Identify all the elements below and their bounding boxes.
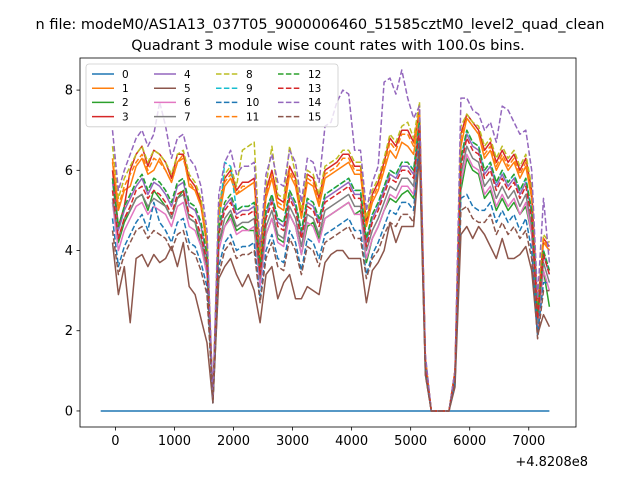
legend-box <box>85 63 339 128</box>
axes-layer: 0 1000 2000 3000 4000 5000 6000 7000 0 2 4 6 8 <box>65 57 577 449</box>
chart-suptitle: n file: modeM0/AS1A13_037T05_9000006460_… <box>36 17 605 33</box>
legend-label-6: 6 <box>184 97 191 109</box>
x-tick-label: 3000 <box>276 434 309 449</box>
series-line-4 <box>111 121 551 412</box>
legend-label-14: 14 <box>308 97 322 109</box>
plot-frame <box>79 57 577 428</box>
legend-label-10: 10 <box>246 97 259 109</box>
legend-label-13: 13 <box>308 83 321 95</box>
legend-label-5: 5 <box>184 83 191 95</box>
x-tick-label: 1000 <box>158 434 191 449</box>
legend-label-8: 8 <box>246 69 253 81</box>
series-line-8 <box>111 101 551 412</box>
legend-label-4: 4 <box>184 69 191 81</box>
x-tick-label: 7000 <box>512 434 545 449</box>
chart-title: Quadrant 3 module wise count rates with … <box>131 38 525 54</box>
y-tick-label: 6 <box>65 164 73 179</box>
series-line-13 <box>111 125 551 412</box>
y-tick-label: 4 <box>65 244 73 259</box>
y-tick-label: 0 <box>65 404 73 419</box>
x-tick-label: 0 <box>111 434 119 449</box>
legend-label-2: 2 <box>122 97 129 109</box>
series-line-11 <box>111 109 551 412</box>
series-line-3 <box>111 109 551 412</box>
series-line-10 <box>111 137 550 412</box>
series-line-12 <box>111 121 551 412</box>
legend-label-3: 3 <box>122 111 129 123</box>
legend-label-12: 12 <box>308 69 321 81</box>
x-tick-label: 4000 <box>335 434 368 449</box>
y-tick-label: 2 <box>65 324 73 339</box>
x-tick-label: 5000 <box>394 434 427 449</box>
series-line-5 <box>111 153 551 412</box>
legend-label-0: 0 <box>122 69 129 81</box>
legend-label-1: 1 <box>122 83 129 95</box>
y-tick-label: 8 <box>65 84 73 99</box>
series-line-15 <box>111 145 550 412</box>
series-line-6 <box>111 129 551 412</box>
x-tick-label: 6000 <box>453 434 486 449</box>
series-line-7 <box>111 125 551 412</box>
legend-label-15: 15 <box>308 111 321 123</box>
legend-label-9: 9 <box>246 83 253 95</box>
legend-label-11: 11 <box>246 111 259 123</box>
x-offset-label: +4.8208e8 <box>515 455 588 470</box>
legend-label-7: 7 <box>184 111 191 123</box>
x-tick-label: 2000 <box>217 434 250 449</box>
